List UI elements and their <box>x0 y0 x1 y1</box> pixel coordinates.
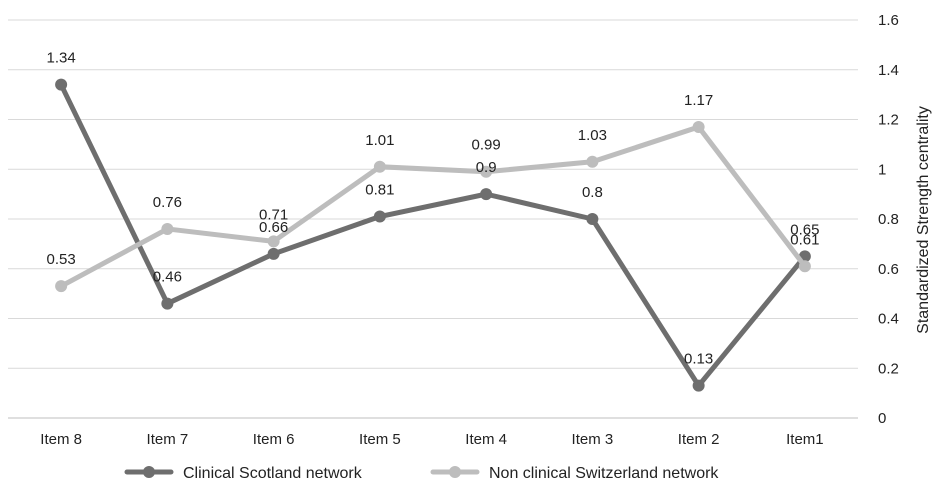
series-1-point <box>692 379 705 392</box>
data-label: 1.17 <box>684 92 713 109</box>
y-tick-label: 1.4 <box>878 62 899 79</box>
data-label: 0.66 <box>259 219 288 236</box>
data-label: 0.8 <box>582 184 603 201</box>
x-axis-ticks: Item 8 Item 7 Item 6 Item 5 Item 4 Item 3 Item… <box>40 431 823 448</box>
y-tick-label: 0.4 <box>878 311 899 328</box>
legend-marker-1 <box>143 466 155 478</box>
x-tick-label: Item 3 <box>572 431 614 448</box>
series-2-point <box>692 120 705 133</box>
y-tick-label: 1.6 <box>878 12 899 29</box>
legend-marker-2 <box>449 466 461 478</box>
y-tick-label: 0.8 <box>878 211 899 228</box>
series-1-point <box>267 247 280 260</box>
x-tick-label: Item 8 <box>40 431 82 448</box>
data-label: 0.13 <box>684 351 713 368</box>
series-1-point <box>480 188 493 201</box>
series-2-point <box>586 155 599 168</box>
gridlines <box>8 19 858 419</box>
data-label: 0.99 <box>472 137 501 154</box>
data-label: 0.46 <box>153 269 182 286</box>
x-tick-label: Item 7 <box>147 431 189 448</box>
series-1-point <box>373 210 386 223</box>
legend-label-1: Clinical Scotland network <box>183 465 363 482</box>
series-2-point <box>480 165 493 178</box>
y-tick-label: 1 <box>878 161 886 178</box>
x-tick-label: Item1 <box>786 431 824 448</box>
data-label: 0.65 <box>790 221 819 238</box>
data-label: 0.61 <box>790 231 819 248</box>
y-axis-title: Standardized Strength centrality <box>915 106 932 334</box>
series-line-1 <box>58 82 808 389</box>
series-2-point <box>267 235 280 248</box>
data-labels: 1.34 0.46 0.66 0.81 0.9 0.8 0.13 0.65 0.53 0.76 0.… <box>47 50 820 368</box>
series-2-point <box>55 280 68 293</box>
legend: Clinical Scotland network Non clinical Sw… <box>124 465 719 482</box>
x-tick-label: Item 4 <box>465 431 507 448</box>
series-2-point <box>161 222 174 235</box>
series-1-point <box>161 297 174 310</box>
data-label: 0.71 <box>259 206 288 223</box>
x-tick-label: Item 5 <box>359 431 401 448</box>
data-label: 0.9 <box>476 159 497 176</box>
data-label: 0.76 <box>153 194 182 211</box>
series-2-point <box>373 160 386 173</box>
data-label: 0.53 <box>47 251 76 268</box>
series-line-2 <box>58 124 808 289</box>
data-label: 1.01 <box>365 132 394 149</box>
series-1-point <box>586 213 599 225</box>
y-tick-label: 0 <box>878 410 886 427</box>
x-tick-label: Item 2 <box>678 431 720 448</box>
data-label: 1.34 <box>47 50 76 67</box>
y-tick-label: 0.2 <box>878 360 899 377</box>
y-axis-ticks: 0 0.2 0.4 0.6 0.8 1 1.2 1.4 1.6 <box>878 12 899 427</box>
y-tick-label: 0.6 <box>878 261 899 278</box>
x-tick-label: Item 6 <box>253 431 295 448</box>
series-2-point <box>798 260 811 273</box>
data-label: 0.81 <box>365 182 394 199</box>
legend-label-2: Non clinical Switzerland network <box>489 465 719 482</box>
series-lines <box>55 78 811 392</box>
y-tick-label: 1.2 <box>878 112 899 129</box>
series-1-point <box>55 78 68 91</box>
data-label: 1.03 <box>578 127 607 144</box>
